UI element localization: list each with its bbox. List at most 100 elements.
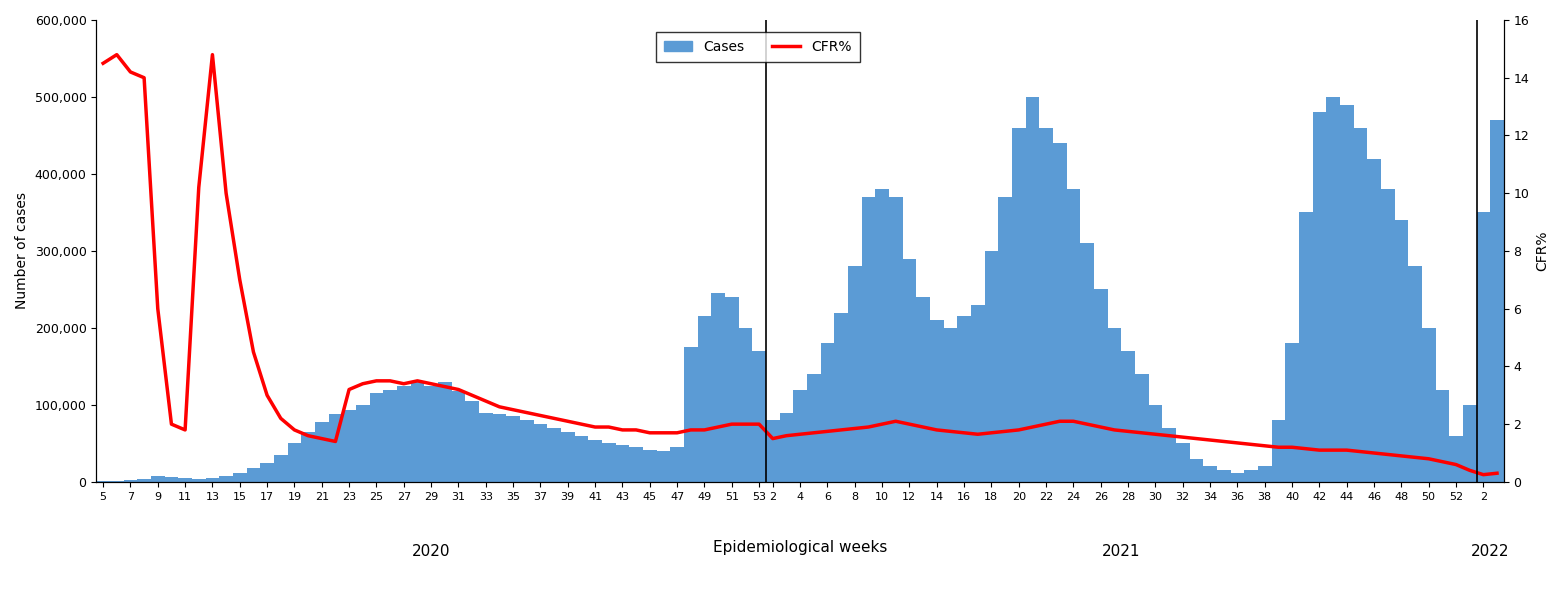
Bar bbox=[1135, 374, 1148, 482]
Text: 2020: 2020 bbox=[411, 544, 450, 559]
Bar bbox=[1326, 97, 1340, 482]
Bar bbox=[1408, 266, 1422, 482]
Bar bbox=[1148, 405, 1162, 482]
Bar bbox=[1340, 105, 1353, 482]
Bar bbox=[902, 259, 917, 482]
Bar bbox=[138, 479, 152, 482]
Bar bbox=[369, 394, 383, 482]
Bar bbox=[738, 328, 752, 482]
Bar bbox=[1395, 220, 1408, 482]
Bar bbox=[438, 382, 452, 482]
Y-axis label: Number of cases: Number of cases bbox=[16, 192, 30, 310]
Bar bbox=[876, 189, 888, 482]
Bar bbox=[1053, 143, 1067, 482]
Bar bbox=[1231, 472, 1245, 482]
Bar bbox=[643, 450, 657, 482]
Bar bbox=[397, 386, 411, 482]
Bar bbox=[314, 422, 328, 482]
Bar bbox=[1257, 466, 1272, 482]
Bar bbox=[205, 478, 219, 482]
Bar bbox=[1162, 428, 1176, 482]
Bar bbox=[247, 468, 260, 482]
Bar bbox=[1245, 471, 1257, 482]
Bar bbox=[424, 386, 438, 482]
Bar bbox=[1012, 128, 1026, 482]
Bar bbox=[164, 477, 178, 482]
Bar bbox=[1203, 466, 1217, 482]
Bar bbox=[1298, 212, 1312, 482]
Bar bbox=[219, 476, 233, 482]
Bar bbox=[465, 401, 479, 482]
Bar bbox=[943, 328, 957, 482]
Bar bbox=[1121, 351, 1135, 482]
Bar bbox=[493, 414, 507, 482]
Legend: Cases, CFR%: Cases, CFR% bbox=[655, 32, 860, 62]
Bar bbox=[957, 316, 971, 482]
Bar bbox=[192, 479, 205, 482]
Bar bbox=[561, 432, 574, 482]
Bar bbox=[1490, 120, 1505, 482]
Bar bbox=[124, 480, 138, 482]
Bar bbox=[1422, 328, 1436, 482]
Bar bbox=[328, 414, 343, 482]
Bar bbox=[862, 197, 876, 482]
Bar bbox=[1436, 389, 1450, 482]
Bar bbox=[1107, 328, 1121, 482]
Bar bbox=[821, 343, 834, 482]
Bar bbox=[152, 477, 164, 482]
Bar bbox=[931, 320, 943, 482]
Bar bbox=[752, 351, 766, 482]
Bar bbox=[779, 412, 793, 482]
Bar bbox=[985, 251, 998, 482]
Bar bbox=[1190, 459, 1203, 482]
Bar bbox=[1038, 128, 1053, 482]
Bar bbox=[411, 382, 424, 482]
Bar bbox=[766, 420, 779, 482]
Bar bbox=[1217, 471, 1231, 482]
Bar bbox=[616, 445, 629, 482]
Bar bbox=[1093, 289, 1107, 482]
Bar bbox=[383, 389, 397, 482]
Bar bbox=[657, 451, 671, 482]
Bar bbox=[1081, 243, 1093, 482]
Bar bbox=[357, 405, 369, 482]
Bar bbox=[888, 197, 902, 482]
Bar bbox=[1286, 343, 1298, 482]
Bar bbox=[1176, 443, 1190, 482]
Bar bbox=[917, 297, 931, 482]
Bar bbox=[1272, 420, 1286, 482]
Bar bbox=[698, 316, 712, 482]
Bar bbox=[834, 313, 848, 482]
Bar bbox=[302, 432, 314, 482]
Text: 2022: 2022 bbox=[1470, 544, 1509, 559]
Bar bbox=[1026, 97, 1038, 482]
X-axis label: Epidemiological weeks: Epidemiological weeks bbox=[713, 540, 887, 556]
Bar bbox=[588, 439, 602, 482]
Bar bbox=[602, 443, 616, 482]
Bar bbox=[712, 293, 724, 482]
Bar bbox=[671, 447, 683, 482]
Bar bbox=[519, 420, 533, 482]
Bar bbox=[1312, 113, 1326, 482]
Bar bbox=[848, 266, 862, 482]
Bar bbox=[1462, 405, 1476, 482]
Bar bbox=[1067, 189, 1081, 482]
Bar bbox=[629, 447, 643, 482]
Bar bbox=[1353, 128, 1367, 482]
Bar bbox=[998, 197, 1012, 482]
Bar bbox=[971, 305, 985, 482]
Bar bbox=[288, 443, 302, 482]
Bar bbox=[452, 391, 465, 482]
Bar bbox=[724, 297, 738, 482]
Text: 2021: 2021 bbox=[1103, 544, 1140, 559]
Bar bbox=[109, 481, 124, 482]
Bar bbox=[507, 416, 519, 482]
Bar bbox=[233, 472, 247, 482]
Bar bbox=[1381, 189, 1395, 482]
Bar bbox=[1476, 212, 1490, 482]
Bar bbox=[260, 463, 274, 482]
Bar bbox=[547, 428, 561, 482]
Bar bbox=[178, 478, 192, 482]
Bar bbox=[533, 424, 547, 482]
Bar bbox=[793, 389, 807, 482]
